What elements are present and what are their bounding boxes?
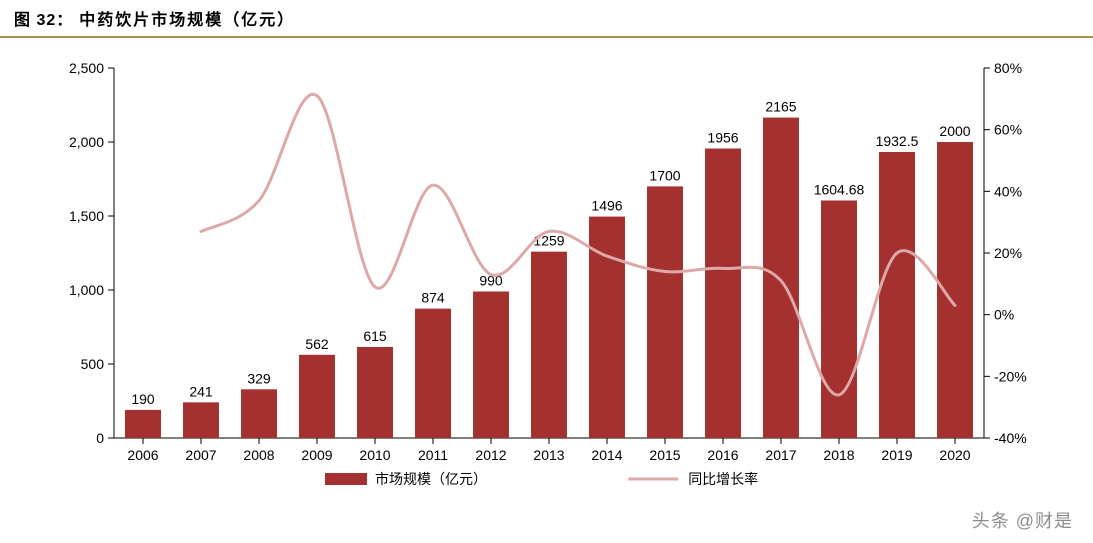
- svg-text:1,000: 1,000: [69, 282, 104, 298]
- svg-text:2008: 2008: [243, 447, 274, 463]
- svg-text:329: 329: [247, 370, 271, 386]
- svg-text:2007: 2007: [185, 447, 216, 463]
- svg-text:2015: 2015: [649, 447, 680, 463]
- svg-text:2000: 2000: [939, 123, 970, 139]
- svg-text:40%: 40%: [994, 183, 1022, 199]
- svg-text:2016: 2016: [707, 447, 738, 463]
- svg-text:2010: 2010: [359, 447, 390, 463]
- svg-text:2017: 2017: [765, 447, 796, 463]
- svg-text:1932.5: 1932.5: [876, 133, 919, 149]
- svg-text:1259: 1259: [533, 233, 564, 249]
- svg-text:60%: 60%: [994, 122, 1022, 138]
- svg-text:874: 874: [421, 290, 445, 306]
- watermark: 头条 @财是: [972, 507, 1073, 533]
- svg-text:2165: 2165: [765, 99, 796, 115]
- svg-text:-20%: -20%: [994, 368, 1027, 384]
- svg-text:20%: 20%: [994, 245, 1022, 261]
- svg-text:1700: 1700: [649, 167, 680, 183]
- chart-title-prefix: 图 32：: [14, 6, 73, 30]
- svg-text:2012: 2012: [475, 447, 506, 463]
- svg-text:190: 190: [131, 391, 155, 407]
- svg-text:2011: 2011: [418, 447, 448, 463]
- svg-text:1604.68: 1604.68: [814, 182, 865, 198]
- svg-text:2009: 2009: [301, 447, 332, 463]
- chart-title-text: 中药饮片市场规模（亿元）: [79, 6, 295, 30]
- svg-text:2019: 2019: [881, 447, 912, 463]
- svg-text:80%: 80%: [994, 60, 1022, 76]
- chart-title-bar: 图 32： 中药饮片市场规模（亿元）: [0, 0, 1093, 38]
- svg-text:同比增长率: 同比增长率: [688, 471, 758, 487]
- chart-container: 0 500 1,000 1,500 2,000 2,500 -40% -20% 0% 20% 40%…: [36, 46, 1056, 501]
- svg-text:2,000: 2,000: [69, 134, 104, 150]
- svg-text:2013: 2013: [533, 447, 564, 463]
- svg-text:241: 241: [189, 383, 213, 399]
- svg-text:0: 0: [96, 430, 104, 446]
- svg-text:562: 562: [305, 336, 329, 352]
- svg-text:615: 615: [363, 328, 387, 344]
- svg-text:市场规模（亿元）: 市场规模（亿元）: [375, 471, 487, 487]
- svg-text:1956: 1956: [707, 130, 738, 146]
- svg-text:500: 500: [81, 356, 105, 372]
- combo-chart: 0 500 1,000 1,500 2,000 2,500 -40% -20% 0% 20% 40%…: [36, 46, 1056, 501]
- svg-text:2006: 2006: [127, 447, 158, 463]
- svg-text:2020: 2020: [939, 447, 970, 463]
- svg-text:2018: 2018: [823, 447, 854, 463]
- svg-text:2014: 2014: [591, 447, 622, 463]
- svg-text:-40%: -40%: [994, 430, 1027, 446]
- svg-text:1496: 1496: [591, 198, 622, 214]
- svg-text:1,500: 1,500: [69, 208, 104, 224]
- svg-text:0%: 0%: [994, 307, 1014, 323]
- svg-text:2,500: 2,500: [69, 60, 104, 76]
